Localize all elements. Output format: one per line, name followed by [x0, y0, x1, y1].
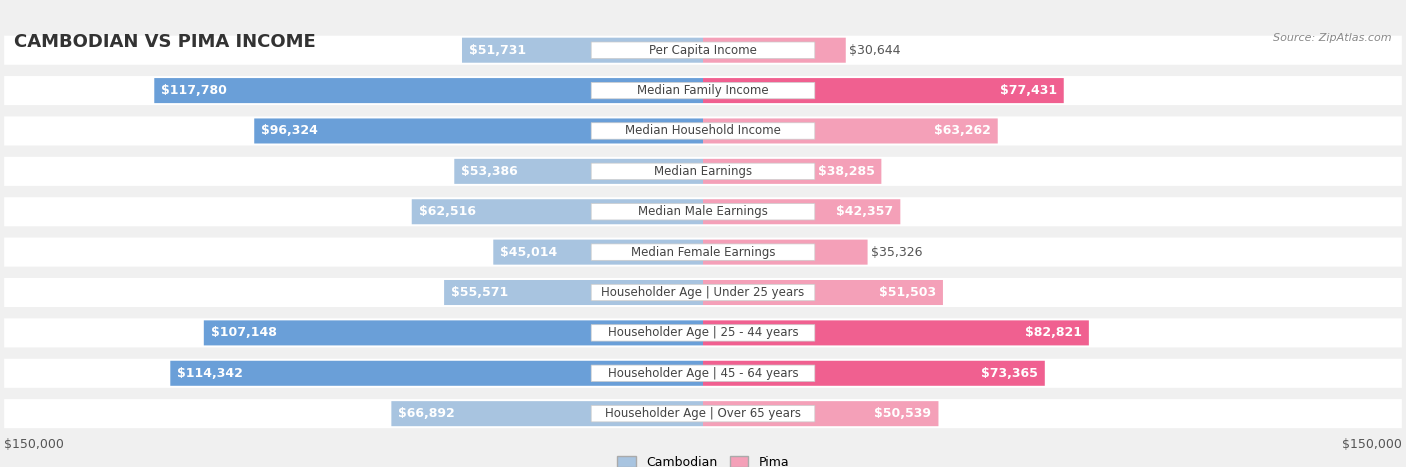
Text: $38,285: $38,285 — [817, 165, 875, 178]
FancyBboxPatch shape — [4, 197, 1402, 226]
FancyBboxPatch shape — [204, 320, 703, 346]
Text: Median Female Earnings: Median Female Earnings — [631, 246, 775, 259]
Legend: Cambodian, Pima: Cambodian, Pima — [617, 456, 789, 467]
Text: $117,780: $117,780 — [162, 84, 228, 97]
FancyBboxPatch shape — [703, 38, 846, 63]
FancyBboxPatch shape — [4, 359, 1402, 388]
Text: Source: ZipAtlas.com: Source: ZipAtlas.com — [1274, 33, 1392, 42]
Text: Householder Age | Under 25 years: Householder Age | Under 25 years — [602, 286, 804, 299]
FancyBboxPatch shape — [454, 159, 703, 184]
Text: $150,000: $150,000 — [1341, 439, 1402, 451]
Text: $96,324: $96,324 — [262, 125, 318, 137]
FancyBboxPatch shape — [703, 78, 1064, 103]
Text: $114,342: $114,342 — [177, 367, 243, 380]
FancyBboxPatch shape — [703, 361, 1045, 386]
FancyBboxPatch shape — [591, 204, 815, 220]
FancyBboxPatch shape — [463, 38, 703, 63]
Text: Median Family Income: Median Family Income — [637, 84, 769, 97]
Text: $51,731: $51,731 — [470, 44, 526, 57]
FancyBboxPatch shape — [591, 365, 815, 382]
Text: $107,148: $107,148 — [211, 326, 277, 340]
Text: Householder Age | 45 - 64 years: Householder Age | 45 - 64 years — [607, 367, 799, 380]
Text: $51,503: $51,503 — [879, 286, 936, 299]
Text: Householder Age | Over 65 years: Householder Age | Over 65 years — [605, 407, 801, 420]
Text: Per Capita Income: Per Capita Income — [650, 44, 756, 57]
FancyBboxPatch shape — [4, 157, 1402, 186]
FancyBboxPatch shape — [591, 82, 815, 99]
FancyBboxPatch shape — [703, 280, 943, 305]
Text: CAMBODIAN VS PIMA INCOME: CAMBODIAN VS PIMA INCOME — [14, 33, 316, 51]
Text: $73,365: $73,365 — [981, 367, 1038, 380]
FancyBboxPatch shape — [703, 159, 882, 184]
FancyBboxPatch shape — [155, 78, 703, 103]
Text: $35,326: $35,326 — [872, 246, 922, 259]
Text: $77,431: $77,431 — [1000, 84, 1057, 97]
FancyBboxPatch shape — [591, 325, 815, 341]
FancyBboxPatch shape — [591, 284, 815, 301]
Text: $50,539: $50,539 — [875, 407, 931, 420]
Text: Median Male Earnings: Median Male Earnings — [638, 205, 768, 218]
Text: $62,516: $62,516 — [419, 205, 475, 218]
FancyBboxPatch shape — [591, 163, 815, 179]
Text: $150,000: $150,000 — [4, 439, 65, 451]
FancyBboxPatch shape — [170, 361, 703, 386]
FancyBboxPatch shape — [4, 278, 1402, 307]
Text: $53,386: $53,386 — [461, 165, 517, 178]
FancyBboxPatch shape — [4, 76, 1402, 105]
Text: Median Earnings: Median Earnings — [654, 165, 752, 178]
FancyBboxPatch shape — [444, 280, 703, 305]
Text: Median Household Income: Median Household Income — [626, 125, 780, 137]
Text: $55,571: $55,571 — [451, 286, 509, 299]
FancyBboxPatch shape — [703, 119, 998, 143]
FancyBboxPatch shape — [591, 244, 815, 260]
Text: $42,357: $42,357 — [837, 205, 893, 218]
FancyBboxPatch shape — [4, 318, 1402, 347]
FancyBboxPatch shape — [494, 240, 703, 265]
FancyBboxPatch shape — [4, 116, 1402, 146]
Text: $45,014: $45,014 — [501, 246, 558, 259]
Text: Householder Age | 25 - 44 years: Householder Age | 25 - 44 years — [607, 326, 799, 340]
FancyBboxPatch shape — [591, 123, 815, 139]
Text: $66,892: $66,892 — [398, 407, 456, 420]
FancyBboxPatch shape — [703, 199, 900, 224]
Text: $63,262: $63,262 — [934, 125, 991, 137]
FancyBboxPatch shape — [591, 405, 815, 422]
FancyBboxPatch shape — [591, 42, 815, 58]
Text: $82,821: $82,821 — [1025, 326, 1081, 340]
FancyBboxPatch shape — [4, 238, 1402, 267]
FancyBboxPatch shape — [412, 199, 703, 224]
FancyBboxPatch shape — [391, 401, 703, 426]
Text: $30,644: $30,644 — [849, 44, 901, 57]
FancyBboxPatch shape — [4, 35, 1402, 65]
FancyBboxPatch shape — [703, 320, 1088, 346]
FancyBboxPatch shape — [254, 119, 703, 143]
FancyBboxPatch shape — [4, 399, 1402, 428]
FancyBboxPatch shape — [703, 240, 868, 265]
FancyBboxPatch shape — [703, 401, 938, 426]
